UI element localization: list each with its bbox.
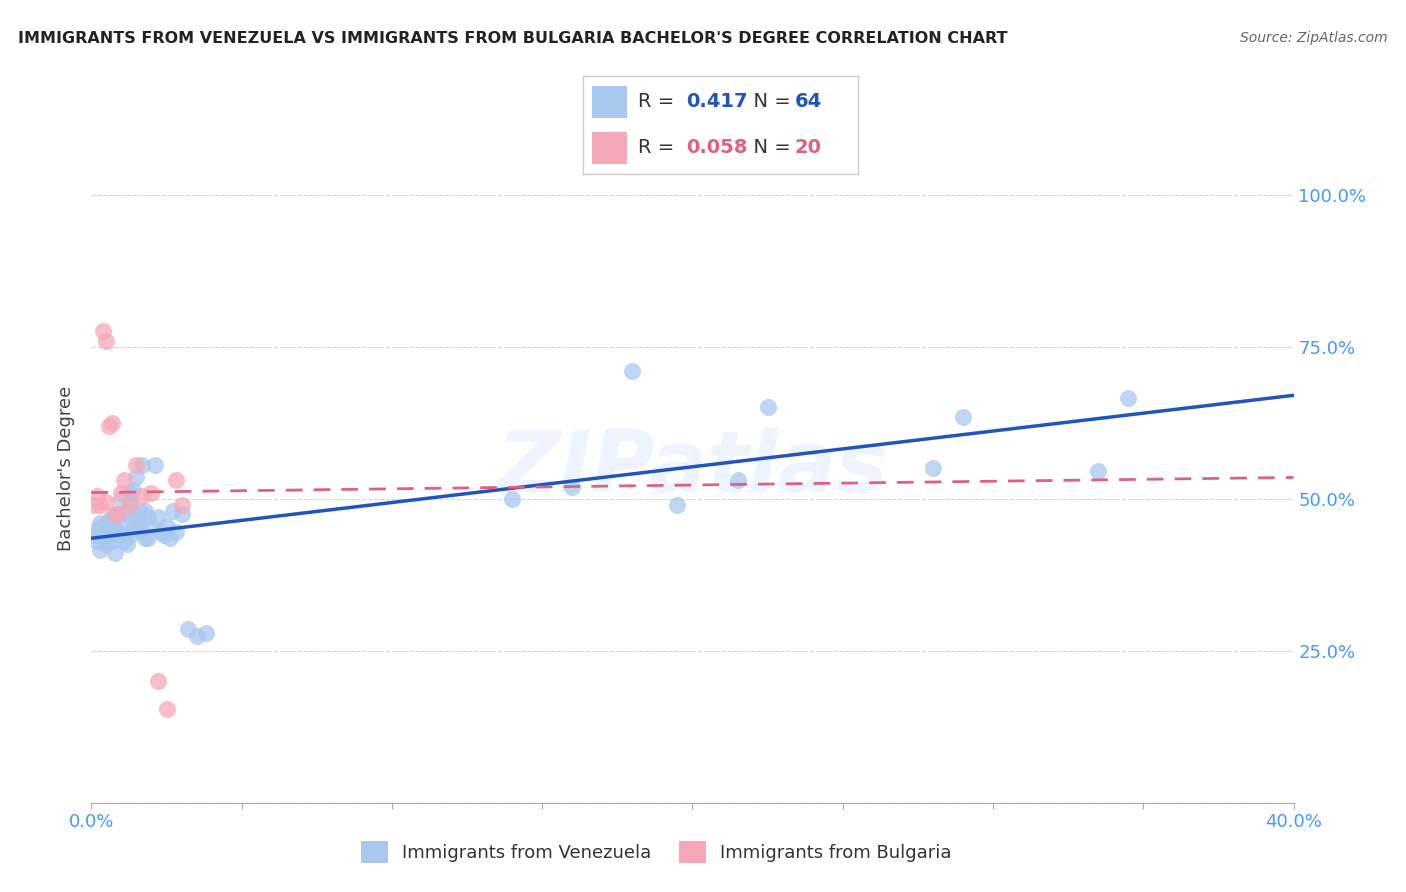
Point xyxy=(104,546,127,560)
Point xyxy=(128,504,150,518)
Text: R =: R = xyxy=(638,138,681,158)
Point xyxy=(138,531,160,545)
Point xyxy=(93,325,115,339)
Point xyxy=(98,418,121,433)
Point xyxy=(101,510,124,524)
Point xyxy=(138,510,160,524)
Point xyxy=(110,519,132,533)
Point xyxy=(1116,392,1139,406)
Bar xyxy=(592,132,627,164)
Point xyxy=(134,531,156,545)
Point xyxy=(104,507,127,521)
Text: R =: R = xyxy=(638,92,681,112)
Point xyxy=(194,625,217,640)
Point xyxy=(122,522,145,536)
Point xyxy=(186,628,208,642)
Point xyxy=(117,504,139,518)
Point xyxy=(162,504,184,518)
Point xyxy=(176,623,198,637)
Point xyxy=(621,364,644,378)
Point xyxy=(128,516,150,530)
Point xyxy=(114,474,136,488)
Point xyxy=(110,491,132,506)
Point xyxy=(165,525,187,540)
Point xyxy=(131,458,153,473)
Point xyxy=(114,534,136,549)
Point xyxy=(141,519,163,533)
Point xyxy=(143,458,166,473)
Point xyxy=(1087,464,1109,478)
Y-axis label: Bachelor's Degree: Bachelor's Degree xyxy=(58,385,76,551)
Point xyxy=(501,491,523,506)
Point xyxy=(120,485,142,500)
Point xyxy=(922,461,945,475)
Point xyxy=(86,489,108,503)
Point xyxy=(98,513,121,527)
Text: 64: 64 xyxy=(794,92,823,112)
Point xyxy=(110,528,132,542)
Point xyxy=(952,409,974,424)
Point xyxy=(96,495,118,509)
Point xyxy=(110,485,132,500)
Legend: Immigrants from Venezuela, Immigrants from Bulgaria: Immigrants from Venezuela, Immigrants fr… xyxy=(354,834,959,871)
Point xyxy=(155,519,177,533)
Text: 20: 20 xyxy=(794,138,821,158)
Point xyxy=(122,483,145,497)
Text: ZIPatlas: ZIPatlas xyxy=(498,426,887,510)
Point xyxy=(120,495,142,509)
Point xyxy=(120,498,142,512)
Point xyxy=(170,507,193,521)
Text: 0.417: 0.417 xyxy=(686,92,748,112)
Point xyxy=(101,534,124,549)
Point xyxy=(101,525,124,540)
Point xyxy=(96,334,118,348)
Point xyxy=(89,516,111,530)
Point xyxy=(125,470,148,484)
Text: N =: N = xyxy=(741,92,797,112)
Point xyxy=(89,543,111,558)
Point xyxy=(96,537,118,551)
Point xyxy=(107,528,129,542)
Point xyxy=(152,528,174,542)
Point xyxy=(125,513,148,527)
Point xyxy=(756,401,779,415)
Point xyxy=(117,537,139,551)
Point xyxy=(165,474,187,488)
Point xyxy=(666,498,689,512)
Point xyxy=(146,674,169,689)
Point xyxy=(120,528,142,542)
Point xyxy=(89,498,111,512)
Point xyxy=(93,534,115,549)
Point xyxy=(170,498,193,512)
Bar xyxy=(592,86,627,118)
Point xyxy=(146,510,169,524)
Point xyxy=(141,485,163,500)
Point xyxy=(149,525,172,540)
Text: 0.058: 0.058 xyxy=(686,138,748,158)
Text: IMMIGRANTS FROM VENEZUELA VS IMMIGRANTS FROM BULGARIA BACHELOR'S DEGREE CORRELAT: IMMIGRANTS FROM VENEZUELA VS IMMIGRANTS … xyxy=(18,31,1008,46)
Point xyxy=(96,519,118,533)
Text: N =: N = xyxy=(741,138,797,158)
Point xyxy=(131,525,153,540)
Point xyxy=(104,522,127,536)
Point xyxy=(86,522,108,536)
Point xyxy=(101,416,124,430)
Point xyxy=(125,519,148,533)
Point xyxy=(727,474,749,488)
Point xyxy=(125,458,148,473)
Text: Source: ZipAtlas.com: Source: ZipAtlas.com xyxy=(1240,31,1388,45)
Point xyxy=(134,504,156,518)
Point xyxy=(83,528,105,542)
Point xyxy=(98,528,121,542)
Point xyxy=(93,519,115,533)
Point xyxy=(83,498,105,512)
Point xyxy=(561,479,583,493)
Point xyxy=(155,701,177,715)
Point xyxy=(86,534,108,549)
Point xyxy=(107,507,129,521)
Point xyxy=(131,489,153,503)
Point xyxy=(114,507,136,521)
Point xyxy=(107,507,129,521)
Point xyxy=(159,531,181,545)
